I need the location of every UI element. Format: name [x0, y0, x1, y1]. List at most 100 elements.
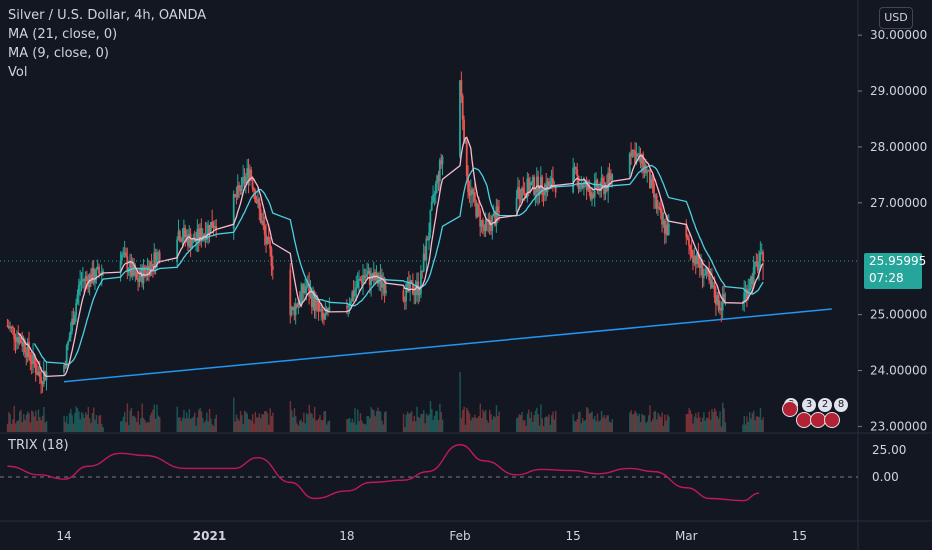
legend-vol[interactable]: Vol: [8, 65, 28, 80]
volume-bar: [66, 416, 68, 432]
candle-body: [240, 177, 243, 192]
candle-body: [176, 239, 179, 263]
candle-body: [7, 325, 10, 329]
candle-body: [123, 252, 126, 254]
time-tick-label: 15: [566, 529, 581, 543]
volume-bar: [591, 411, 593, 432]
volume-bar: [134, 417, 137, 432]
volume-bar: [75, 406, 77, 432]
volume-bar: [141, 403, 143, 432]
candle-body: [380, 274, 383, 288]
event-count-badge[interactable]: 2: [818, 398, 832, 412]
volume-bar: [90, 422, 92, 432]
volume-bar: [308, 404, 310, 432]
candle-body: [213, 225, 216, 228]
us-flag-icon[interactable]: [782, 401, 798, 417]
candle-body: [580, 184, 583, 187]
candle-body: [713, 285, 716, 298]
candle-body: [69, 330, 72, 338]
volume-bar: [594, 415, 596, 432]
candle-body: [576, 169, 579, 177]
candle-body: [81, 279, 84, 281]
volume-bar: [610, 422, 612, 432]
volume-bar: [707, 417, 709, 432]
volume-bar: [598, 421, 600, 432]
legend-symbol[interactable]: Silver / U.S. Dollar, 4h, OANDA: [8, 8, 207, 23]
candle-body: [290, 307, 293, 316]
candle-body: [364, 276, 367, 278]
currency-button[interactable]: USD: [879, 7, 913, 29]
candle-body: [492, 213, 495, 217]
candle-body: [127, 271, 130, 273]
candle-body: [37, 371, 40, 376]
volume-bar: [362, 423, 364, 432]
volume-bar: [10, 423, 13, 432]
candle-body: [293, 306, 296, 316]
candle-body: [316, 300, 319, 303]
volume-bar: [29, 422, 32, 432]
volume-bar: [373, 410, 375, 432]
candle-body: [438, 160, 441, 182]
candle-body: [649, 170, 651, 189]
candle-body: [440, 160, 443, 165]
event-count-badge[interactable]: 3: [802, 398, 816, 412]
volume-bar: [74, 412, 76, 432]
us-flag-icon[interactable]: [824, 412, 840, 428]
candle-body: [25, 352, 28, 358]
volume-bar: [402, 413, 405, 432]
candle-body: [73, 315, 76, 325]
volume-bar: [762, 417, 764, 432]
candle-body: [257, 198, 259, 203]
volume-bar: [348, 418, 351, 432]
candle-body: [411, 282, 414, 294]
volume-bar: [293, 408, 296, 432]
volume-bar: [657, 412, 659, 432]
candle-body: [472, 192, 475, 195]
candle-body: [64, 365, 67, 367]
candle-body: [347, 305, 350, 308]
candle-body: [597, 186, 600, 191]
candle-body: [585, 181, 588, 190]
volume-bar: [87, 406, 90, 432]
legend-ma9[interactable]: MA (9, close, 0): [8, 46, 109, 61]
volume-bar: [99, 414, 102, 432]
candle-body: [71, 318, 73, 331]
price-tick-label: 30.00000: [870, 28, 927, 42]
volume-bar: [412, 421, 414, 432]
volume-bar: [482, 409, 484, 432]
volume-bar: [490, 414, 492, 432]
volume-bar: [204, 420, 207, 432]
volume-bar: [37, 409, 40, 432]
candle-body: [36, 373, 38, 376]
event-count-badge[interactable]: 8: [834, 398, 848, 412]
candle-body: [187, 235, 189, 246]
candle-body: [529, 184, 531, 193]
legend-trix[interactable]: TRIX (18): [8, 438, 69, 453]
volume-bar: [246, 413, 248, 432]
volume-bar: [708, 411, 710, 432]
volume-bar: [265, 410, 267, 432]
volume-bar: [8, 412, 10, 432]
volume-bar: [641, 413, 643, 432]
volume-bar: [328, 420, 331, 432]
legend-ma21[interactable]: MA (21, close, 0): [8, 27, 118, 42]
volume-bar: [584, 419, 587, 432]
candle-body: [356, 280, 359, 288]
volume-bar: [91, 412, 94, 432]
volume-bar: [668, 416, 670, 432]
volume-bar: [410, 411, 413, 432]
candle-body: [426, 238, 429, 241]
volume-bar: [542, 426, 545, 432]
candle-body: [242, 176, 245, 178]
volume-bar: [152, 409, 154, 432]
volume-bar: [660, 417, 662, 432]
candle-body: [236, 185, 239, 198]
volume-bar: [136, 421, 138, 432]
volume-bar: [367, 416, 370, 432]
volume-bar: [312, 417, 314, 432]
candle-body: [473, 192, 476, 201]
candle-body: [292, 306, 294, 308]
candle-body: [196, 228, 199, 241]
candle-body: [79, 281, 82, 285]
